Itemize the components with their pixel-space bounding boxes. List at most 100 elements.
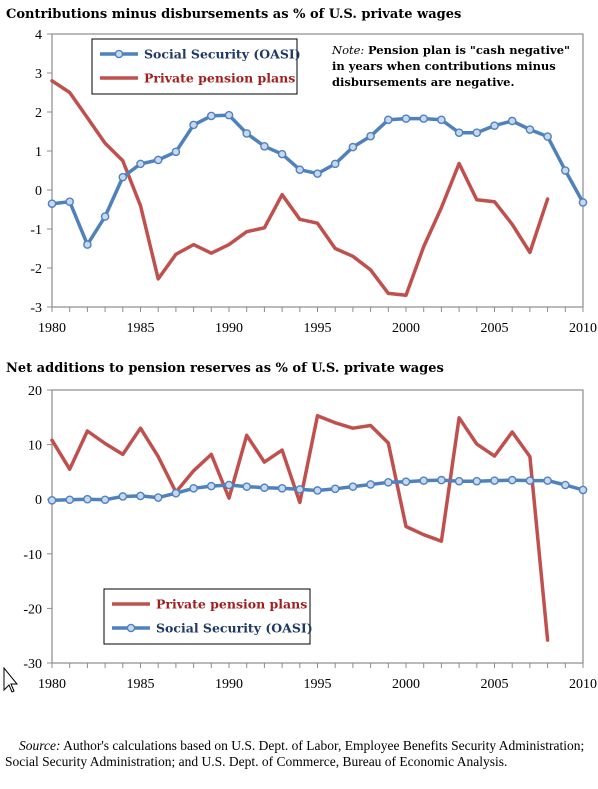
data-point <box>383 115 393 125</box>
data-point <box>242 129 251 138</box>
data-point <box>206 111 216 121</box>
data-point <box>83 494 92 504</box>
data-point <box>472 128 482 137</box>
data-point <box>224 110 234 120</box>
y-tick-label: -20 <box>23 602 42 617</box>
data-point <box>366 480 375 489</box>
x-tick-label: 2000 <box>392 321 420 336</box>
series-line-private-pension <box>50 413 550 642</box>
data-point <box>224 480 234 490</box>
data-point <box>83 240 92 249</box>
chart-title: Contributions minus disbursements as % o… <box>6 7 461 22</box>
chart-title: Net additions to pension reserves as % o… <box>6 361 444 376</box>
legend-box <box>103 588 311 645</box>
y-tick-label: 2 <box>35 106 42 121</box>
data-point <box>419 114 429 123</box>
x-tick-label: 2010 <box>569 321 597 336</box>
data-point <box>277 149 287 159</box>
y-tick-label: 0 <box>35 184 42 199</box>
data-point <box>47 495 57 505</box>
x-tick-label: 1995 <box>304 677 332 692</box>
data-point <box>277 483 287 493</box>
x-tick-label: 1990 <box>215 677 243 692</box>
data-point <box>437 115 446 125</box>
data-point <box>348 482 358 491</box>
note-label: Note: <box>331 43 368 57</box>
source-text: Author's calculations based on U.S. Dept… <box>5 738 585 769</box>
legend-marker <box>114 49 124 59</box>
note-line-text: Pension plan is "cash negative" <box>368 43 570 57</box>
data-point <box>47 199 57 208</box>
data-point <box>100 495 110 505</box>
x-tick-label: 1995 <box>304 321 332 336</box>
data-point <box>419 476 429 485</box>
data-point <box>490 121 499 130</box>
data-point <box>454 476 464 486</box>
y-tick-label: 20 <box>28 384 42 399</box>
x-tick-label: 1980 <box>38 677 66 692</box>
data-point <box>490 476 499 485</box>
legend-label: Social Security (OASI) <box>144 47 301 62</box>
data-point <box>136 159 145 169</box>
note-line: disbursements are negative. <box>332 75 514 89</box>
data-point <box>507 475 517 485</box>
data-point <box>242 482 251 491</box>
data-point <box>189 120 198 130</box>
cursor-icon <box>3 666 19 693</box>
data-point <box>189 483 198 493</box>
data-point <box>578 485 588 495</box>
x-tick-label: 2010 <box>569 677 597 692</box>
data-point <box>525 125 535 134</box>
note-line: in years when contributions minus <box>332 59 556 73</box>
data-point <box>171 147 181 157</box>
data-point <box>206 481 216 491</box>
data-point <box>348 142 358 152</box>
data-point <box>561 166 570 175</box>
note-line: Note: Pension plan is "cash negative" <box>331 43 570 57</box>
data-point <box>260 483 269 493</box>
data-point <box>578 198 588 207</box>
data-point <box>260 142 269 151</box>
source-note: Source: Author's calculations based on U… <box>5 738 593 770</box>
chart-net-additions-to-reserves: Net additions to pension reserves as % o… <box>6 361 597 692</box>
data-point <box>295 485 305 494</box>
y-tick-label: 1 <box>35 145 42 160</box>
y-tick-label: 3 <box>35 67 42 82</box>
data-point <box>561 480 570 490</box>
chart-contributions-minus-disbursements: Contributions minus disbursements as % o… <box>6 7 597 336</box>
data-point <box>543 476 552 485</box>
y-tick-label: 10 <box>28 439 42 454</box>
data-point <box>543 132 552 141</box>
y-tick-label: -10 <box>23 548 42 563</box>
legend-label: Social Security (OASI) <box>156 621 313 636</box>
data-point <box>454 128 464 137</box>
data-point <box>118 172 128 182</box>
y-tick-label: -2 <box>30 262 42 277</box>
x-tick-label: 1985 <box>127 321 155 336</box>
data-point <box>330 159 340 169</box>
legend-label: Private pension plans <box>144 71 295 86</box>
x-tick-label: 1980 <box>38 321 66 336</box>
series-line-private-pension <box>50 79 550 298</box>
legend-marker <box>126 623 136 633</box>
x-tick-label: 1990 <box>215 321 243 336</box>
x-tick-label: 2000 <box>392 677 420 692</box>
data-point <box>118 492 128 501</box>
note-box <box>322 39 571 95</box>
data-point <box>330 484 340 494</box>
data-point <box>383 477 393 487</box>
data-point <box>472 476 482 486</box>
x-tick-label: 2005 <box>481 677 509 692</box>
data-point <box>313 486 322 495</box>
data-point <box>366 131 375 141</box>
y-tick-label: 4 <box>35 28 42 43</box>
legend-label: Private pension plans <box>156 597 307 612</box>
legend-box <box>91 38 298 95</box>
data-point <box>313 169 322 178</box>
y-tick-label: -30 <box>23 657 42 672</box>
data-point <box>525 476 535 485</box>
data-point <box>100 212 110 221</box>
y-tick-label: 0 <box>35 493 42 508</box>
x-tick-label: 1985 <box>127 677 155 692</box>
